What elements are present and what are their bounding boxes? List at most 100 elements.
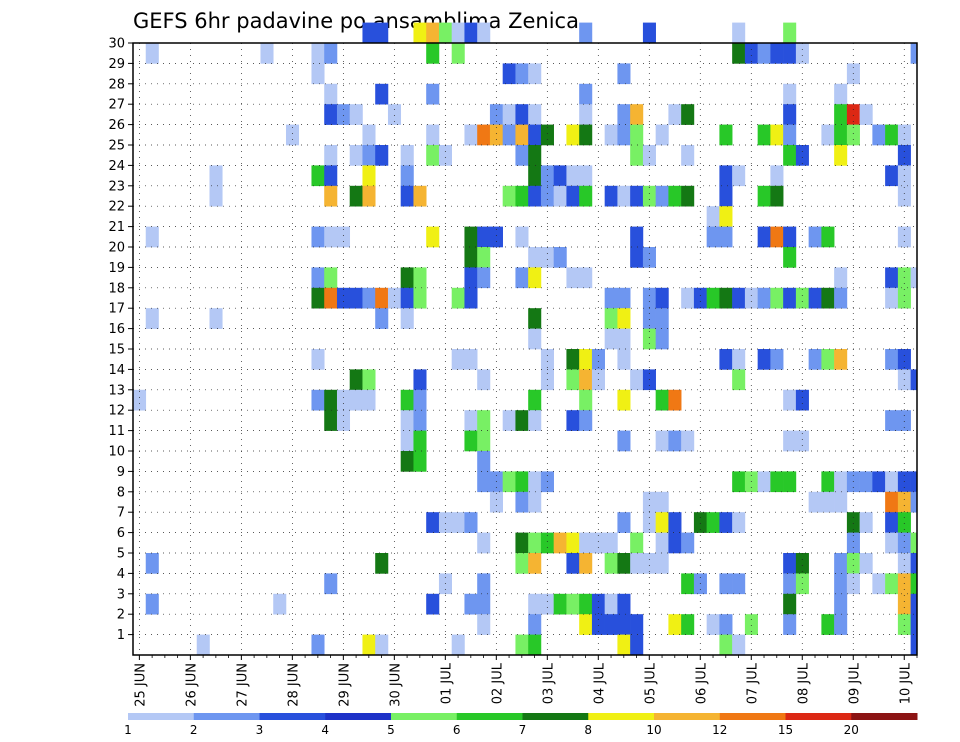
heatmap-cell xyxy=(885,532,899,554)
heatmap-cell xyxy=(770,124,784,146)
heatmap-cell xyxy=(528,634,542,656)
heatmap-cell xyxy=(859,471,873,493)
heatmap-cell xyxy=(502,63,516,85)
heatmap-cell xyxy=(528,614,542,635)
heatmap-cell xyxy=(515,145,529,166)
heatmap-cell xyxy=(630,634,644,656)
heatmap-cell xyxy=(834,614,848,635)
y-tick-label: 21 xyxy=(108,220,125,235)
legend-label: 3 xyxy=(256,723,264,737)
heatmap-cell xyxy=(477,22,491,44)
heatmap-cell xyxy=(617,287,631,309)
heatmap-cell xyxy=(566,185,580,207)
heatmap-cell xyxy=(324,83,338,105)
heatmap-cell xyxy=(885,124,899,146)
heatmap-cell xyxy=(413,22,427,44)
legend-label: 8 xyxy=(584,723,592,737)
heatmap-cell xyxy=(642,553,656,574)
heatmap-cell xyxy=(464,512,478,533)
heatmap-cell xyxy=(885,410,899,431)
heatmap-cell xyxy=(655,512,669,533)
heatmap-cell xyxy=(311,634,325,656)
heatmap-cell xyxy=(783,22,797,44)
heatmap-cell xyxy=(834,471,848,493)
heatmap-cell xyxy=(655,389,669,411)
heatmap-cell xyxy=(795,430,809,452)
heatmap-cell xyxy=(324,267,338,289)
heatmap-cell xyxy=(642,145,656,166)
heatmap-cell xyxy=(528,532,542,554)
heatmap-cell xyxy=(362,634,376,656)
heatmap-cell xyxy=(413,369,427,391)
legend-swatch xyxy=(654,713,721,720)
heatmap-cell xyxy=(795,43,809,64)
heatmap-cell xyxy=(528,410,542,431)
heatmap-cell xyxy=(464,430,478,452)
heatmap-cell xyxy=(770,471,784,493)
heatmap-cell xyxy=(821,124,835,146)
heatmap-cell xyxy=(732,512,746,533)
heatmap-cell xyxy=(910,634,918,656)
heatmap-cell xyxy=(630,226,644,248)
heatmap-cell xyxy=(897,226,911,248)
heatmap-cell xyxy=(540,593,554,615)
heatmap-cell xyxy=(145,226,159,248)
heatmap-cell xyxy=(528,553,542,574)
heatmap-cell xyxy=(324,287,338,309)
heatmap-cell xyxy=(349,185,363,207)
heatmap-cell xyxy=(693,512,707,533)
heatmap-cell xyxy=(795,389,809,411)
heatmap-cell xyxy=(783,614,797,635)
heatmap-cell xyxy=(400,287,414,309)
legend-label: 1 xyxy=(124,723,132,737)
color-legend: 1 2 3 4 5 6 7 8 10 12 15 20 xyxy=(124,713,918,737)
grid-lines xyxy=(133,42,917,655)
heatmap-cell xyxy=(617,512,631,533)
heatmap-cell xyxy=(336,410,351,431)
heatmap-cell xyxy=(732,573,746,595)
heatmap-cell xyxy=(515,410,529,431)
heatmap-cell xyxy=(579,83,593,105)
heatmap-cell xyxy=(528,185,542,207)
heatmap-cell xyxy=(630,124,644,146)
heatmap-cell xyxy=(910,614,918,635)
heatmap-cell xyxy=(579,349,593,370)
y-tick-label: 25 xyxy=(108,139,125,154)
heatmap-cell xyxy=(579,553,593,574)
heatmap-cell xyxy=(553,593,567,615)
y-tick-label: 19 xyxy=(108,261,125,276)
heatmap-cell xyxy=(464,22,478,44)
heatmap-cell xyxy=(834,287,848,309)
heatmap-cell xyxy=(910,267,918,289)
heatmap-cell xyxy=(910,471,918,493)
heatmap-cell xyxy=(375,308,389,329)
heatmap-cell xyxy=(655,185,669,207)
chart-title: GEFS 6hr padavine po ansamblima Zenica xyxy=(133,9,579,33)
heatmap-cell xyxy=(413,185,427,207)
heatmap-cell xyxy=(349,104,363,125)
heatmap-cell xyxy=(681,532,695,554)
heatmap-cell xyxy=(413,267,427,289)
heatmap-cell xyxy=(617,124,631,146)
y-tick-label: 10 xyxy=(108,445,125,460)
y-tick-label: 26 xyxy=(108,118,125,133)
heatmap-cell xyxy=(834,104,848,125)
heatmap-cell xyxy=(910,532,918,554)
heatmap-cell xyxy=(859,553,873,574)
heatmap-cell xyxy=(706,206,720,227)
heatmap-cell xyxy=(783,430,797,452)
heatmap-cell xyxy=(566,267,580,289)
y-tick-label: 6 xyxy=(117,526,125,541)
heatmap-cell xyxy=(757,124,771,146)
heatmap-cell xyxy=(400,185,414,207)
heatmap-cell xyxy=(681,430,695,452)
heatmap-cell xyxy=(910,491,918,513)
y-tick-label: 8 xyxy=(117,485,125,500)
heatmap-cell xyxy=(885,491,899,513)
heatmap-cell xyxy=(362,389,376,411)
y-tick-label: 9 xyxy=(117,465,125,480)
heatmap-cell xyxy=(540,124,554,146)
x-tick-label: 03 JUL xyxy=(541,662,556,704)
y-tick-label: 15 xyxy=(108,343,125,358)
heatmap-cell xyxy=(630,614,644,635)
